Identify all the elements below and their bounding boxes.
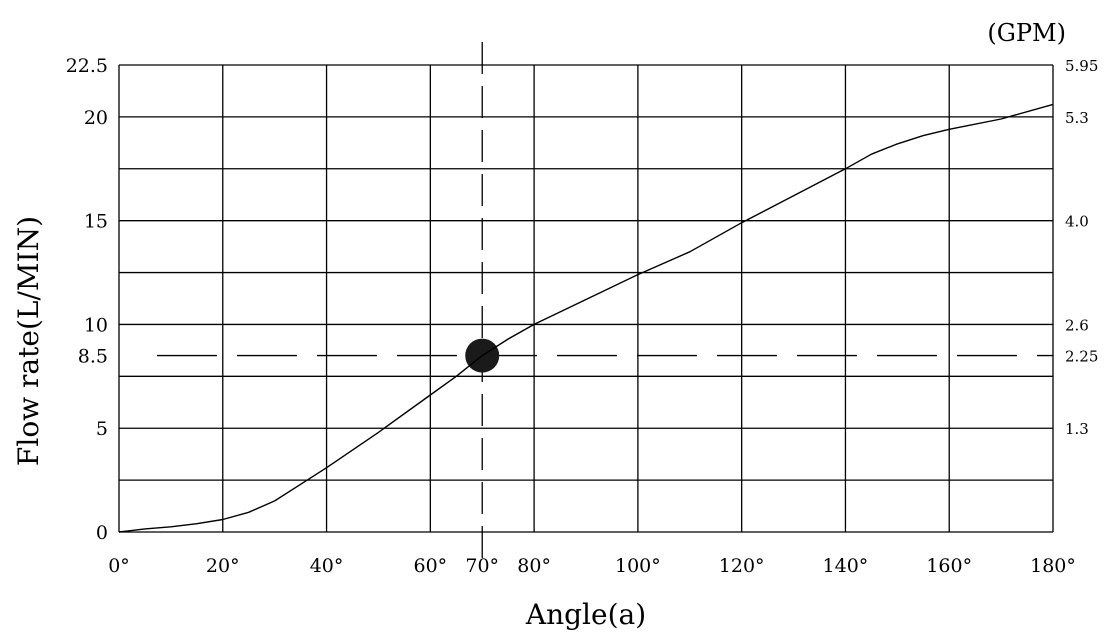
x-tick-label: 20° — [206, 555, 240, 577]
x-tick-label: 0° — [108, 555, 130, 577]
reference-lines — [157, 42, 1053, 565]
y2-tick-label: 5.3 — [1065, 109, 1089, 127]
y-tick-label: 10 — [84, 314, 108, 336]
y2-axis-unit-label: (GPM) — [987, 19, 1066, 47]
series-line — [118, 103, 1054, 533]
y2-tick-label: 4.0 — [1065, 213, 1089, 231]
y-tick-label: 8.5 — [78, 346, 108, 368]
y-tick-label: 0 — [96, 522, 108, 544]
y-axis-label: Flow rate(L/MIN) — [12, 216, 45, 466]
x-axis-label: Angle(a) — [525, 598, 646, 631]
y2-tick-label: 2.6 — [1065, 316, 1089, 334]
x-tick-label: 60° — [413, 555, 447, 577]
x-tick-label: 160° — [926, 555, 972, 577]
x-tick-label: 70° — [465, 555, 499, 577]
y-tick-label: 15 — [84, 211, 108, 233]
x-tick-label: 180° — [1030, 555, 1076, 577]
y-tick-label: 22.5 — [66, 55, 108, 77]
x-tick-label: 80° — [517, 555, 551, 577]
y2-tick-label: 2.25 — [1065, 348, 1098, 366]
x-tick-label: 40° — [310, 555, 344, 577]
x-tick-label: 100° — [615, 555, 661, 577]
x-tick-label: 120° — [719, 555, 765, 577]
y2-tick-label: 5.95 — [1065, 57, 1098, 75]
y2-tick-label: 1.3 — [1065, 420, 1089, 438]
x-tick-label: 140° — [823, 555, 869, 577]
tick-labels: 0° 20° 40° 60° 70° 80° 100° 120° 140° 160° 180° 0 5 8… — [66, 55, 1099, 577]
y-tick-label: 5 — [96, 418, 108, 440]
y-tick-label: 20 — [84, 107, 108, 129]
flow-curve — [118, 103, 1054, 533]
grid — [118, 64, 1054, 533]
